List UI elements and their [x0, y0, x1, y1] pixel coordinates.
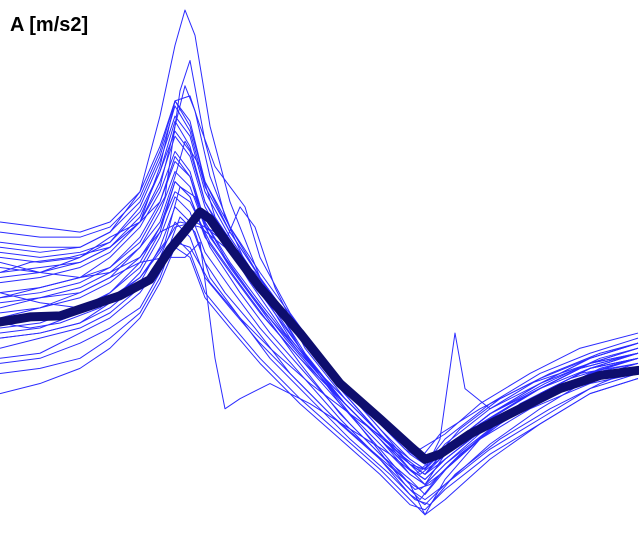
- series-line-25: [0, 95, 639, 460]
- series-layer: [0, 9, 639, 516]
- series-line-2: [0, 160, 639, 496]
- series-line-24: [0, 241, 639, 475]
- series-line-21: [0, 181, 639, 485]
- series-line-13: [0, 150, 639, 470]
- series-line-20: [0, 155, 639, 480]
- series-line-10: [0, 236, 639, 516]
- chart-title: A [m/s2]: [10, 14, 89, 36]
- series-line-9: [0, 100, 639, 475]
- series-line-5: [0, 9, 639, 516]
- series-line-3: [0, 181, 639, 491]
- mean-line: [0, 207, 639, 464]
- series-line-23: [0, 221, 639, 470]
- series-line-16: [0, 186, 639, 475]
- series-line-18: [0, 105, 639, 470]
- series-line-22: [0, 100, 639, 465]
- series-line-14: [0, 221, 639, 501]
- series-line-17: [0, 246, 639, 511]
- series-line-28: [0, 171, 639, 475]
- mean-layer: [0, 207, 639, 464]
- series-line-4: [0, 216, 639, 506]
